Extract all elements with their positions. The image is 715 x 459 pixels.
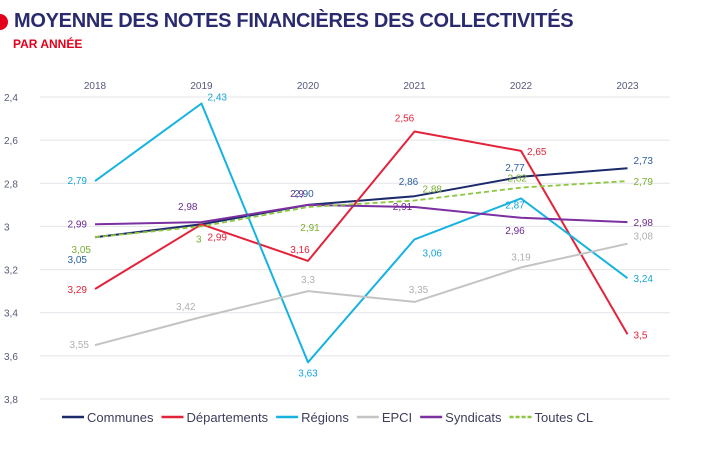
- y-tick-label: 3,4: [4, 309, 18, 320]
- data-label: 2,88: [423, 185, 443, 196]
- data-label: 2,82: [508, 174, 528, 185]
- data-label: 2,56: [395, 114, 415, 125]
- data-label: 3: [196, 234, 202, 245]
- legend-item-epci: EPCI: [356, 410, 412, 425]
- series-line-départements: [94, 130, 629, 335]
- data-label: 2,98: [178, 202, 198, 213]
- legend-item-départements: Départements: [161, 410, 269, 425]
- data-label: 2,73: [634, 156, 654, 167]
- legend-label: Départements: [186, 410, 268, 425]
- legend-label: Régions: [301, 410, 349, 425]
- data-label: 2,79: [68, 176, 88, 187]
- data-label: 2,87: [505, 200, 525, 211]
- series-line-régions: [94, 102, 629, 364]
- legend-item-syndicats: Syndicats: [420, 410, 502, 425]
- series-line-syndicats: [94, 203, 628, 226]
- title-block: MOYENNE DES NOTES FINANCIÈRES DES COLLEC…: [0, 10, 574, 51]
- data-label: 2,90: [294, 189, 314, 200]
- data-label: 2,91: [393, 202, 413, 213]
- data-label: 2,86: [399, 177, 419, 188]
- data-labels: 3,05 2,90 2,86 2,77 2,73 3,29 2,99 3,16 2,56 2,65…: [68, 92, 654, 379]
- x-tick-label: 2020: [297, 81, 320, 92]
- data-label: 3,08: [634, 232, 654, 243]
- legend-label: Communes: [87, 410, 154, 425]
- data-label: 3,29: [68, 285, 88, 296]
- data-label: 2,96: [505, 226, 525, 237]
- legend: Communes Départements Régions EPCI Syndicats…: [62, 410, 593, 425]
- y-tick-label: 3,2: [4, 266, 18, 277]
- data-label: 3,05: [68, 255, 88, 266]
- legend-item-communes: Communes: [62, 410, 154, 425]
- x-axis-ticks: 2018 2019 2020 2021 2022 2023: [84, 81, 639, 92]
- data-label: 2,79: [634, 177, 654, 188]
- y-axis-ticks: 2,4 2,6 2,8 3 3,2 3,4 3,6 3,8: [4, 93, 18, 406]
- data-label: 3,06: [423, 248, 443, 259]
- series-line-communes: [94, 167, 628, 239]
- y-tick-label: 2,8: [4, 179, 18, 190]
- legend-item-régions: Régions: [276, 410, 349, 425]
- data-label: 2,77: [505, 163, 525, 174]
- y-tick-label: 3: [4, 222, 10, 233]
- chart-title: MOYENNE DES NOTES FINANCIÈRES DES COLLEC…: [14, 10, 574, 32]
- legend-item-toutes-cl: Toutes CL: [509, 410, 594, 425]
- data-label: 2,91: [300, 223, 320, 234]
- y-tick-label: 3,6: [4, 352, 18, 363]
- x-tick-label: 2021: [403, 81, 426, 92]
- data-label: 3,24: [634, 274, 654, 285]
- data-label: 2,98: [634, 218, 654, 229]
- data-label: 3,19: [511, 252, 531, 263]
- data-label: 2,43: [208, 92, 228, 103]
- y-tick-label: 2,6: [4, 136, 18, 147]
- x-tick-label: 2018: [84, 81, 107, 92]
- x-tick-label: 2023: [616, 81, 639, 92]
- legend-label: Syndicats: [445, 410, 502, 425]
- data-label: 3,42: [176, 302, 196, 313]
- data-label: 3,3: [301, 275, 315, 286]
- series-lines: [94, 102, 629, 364]
- data-label: 3,16: [290, 245, 310, 256]
- y-tick-label: 2,4: [4, 93, 18, 104]
- legend-label: EPCI: [382, 410, 412, 425]
- title-accent-mark: [0, 14, 8, 30]
- y-tick-label: 3,8: [4, 395, 18, 406]
- series-line-toutes-cl: [94, 180, 628, 239]
- data-label: 3,05: [72, 245, 92, 256]
- data-label: 2,99: [208, 232, 228, 243]
- series-line-epci: [94, 242, 628, 347]
- data-label: 2,65: [527, 147, 547, 158]
- data-label: 3,5: [634, 330, 648, 341]
- data-label: 3,63: [298, 368, 318, 379]
- data-label: 2,9: [290, 189, 304, 200]
- legend-label: Toutes CL: [535, 410, 594, 425]
- chart-subtitle: PAR ANNÉE: [13, 37, 83, 51]
- data-label: 2,99: [68, 219, 88, 230]
- data-label: 3,55: [70, 340, 90, 351]
- data-label: 3,35: [409, 285, 429, 296]
- x-tick-label: 2019: [190, 81, 213, 92]
- grid-lines: [40, 96, 670, 400]
- x-tick-label: 2022: [510, 81, 533, 92]
